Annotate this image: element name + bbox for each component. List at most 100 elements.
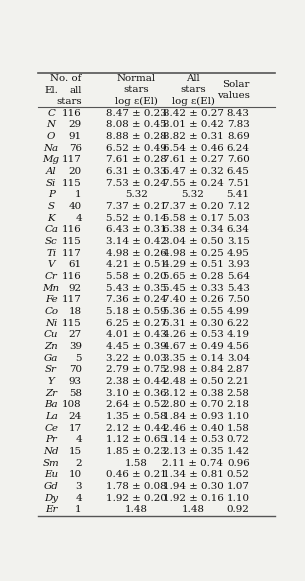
Text: 2.13 ± 0.35: 2.13 ± 0.35 (163, 447, 223, 456)
Text: 117: 117 (62, 155, 82, 164)
Text: 1.07: 1.07 (227, 482, 250, 491)
Text: Zr: Zr (45, 389, 57, 398)
Text: 5.58 ± 0.20: 5.58 ± 0.20 (106, 272, 167, 281)
Text: P: P (48, 191, 55, 199)
Text: V: V (48, 260, 55, 270)
Text: 4.99: 4.99 (227, 307, 250, 316)
Text: 1.34 ± 0.81: 1.34 ± 0.81 (163, 471, 223, 479)
Text: 7.51: 7.51 (227, 178, 250, 188)
Text: 1.14 ± 0.53: 1.14 ± 0.53 (163, 435, 223, 444)
Text: 5.41: 5.41 (227, 191, 250, 199)
Text: Pr: Pr (45, 435, 57, 444)
Text: 1.92 ± 0.20: 1.92 ± 0.20 (106, 494, 167, 503)
Text: 1.85 ± 0.23: 1.85 ± 0.23 (106, 447, 167, 456)
Text: 4.45 ± 0.39: 4.45 ± 0.39 (106, 342, 167, 351)
Text: 1.48: 1.48 (125, 505, 148, 514)
Text: El.: El. (44, 85, 58, 95)
Text: 1.42: 1.42 (227, 447, 250, 456)
Text: 5.43 ± 0.35: 5.43 ± 0.35 (106, 284, 167, 293)
Text: 115: 115 (62, 178, 82, 188)
Text: 1.78 ± 0.08: 1.78 ± 0.08 (106, 482, 167, 491)
Text: 0.96: 0.96 (227, 459, 250, 468)
Text: 1.92 ± 0.16: 1.92 ± 0.16 (163, 494, 223, 503)
Text: Fe: Fe (45, 295, 58, 304)
Text: Gd: Gd (44, 482, 59, 491)
Text: 27: 27 (69, 331, 82, 339)
Text: Dy: Dy (44, 494, 58, 503)
Text: Ni: Ni (45, 319, 57, 328)
Text: 5.65 ± 0.28: 5.65 ± 0.28 (163, 272, 223, 281)
Text: 29: 29 (69, 120, 82, 130)
Text: 6.34: 6.34 (227, 225, 250, 234)
Text: 4.01 ± 0.43: 4.01 ± 0.43 (106, 331, 167, 339)
Text: 1.48: 1.48 (181, 505, 204, 514)
Text: 5.03: 5.03 (227, 214, 250, 223)
Text: 3.12 ± 0.38: 3.12 ± 0.38 (163, 389, 223, 398)
Text: 3.93: 3.93 (227, 260, 250, 270)
Text: 5.18 ± 0.59: 5.18 ± 0.59 (106, 307, 167, 316)
Text: S: S (48, 202, 55, 211)
Text: 2.46 ± 0.40: 2.46 ± 0.40 (163, 424, 223, 433)
Text: 5.52 ± 0.14: 5.52 ± 0.14 (106, 214, 167, 223)
Text: 1.35 ± 0.58: 1.35 ± 0.58 (106, 412, 167, 421)
Text: 8.01 ± 0.42: 8.01 ± 0.42 (163, 120, 223, 130)
Text: 115: 115 (62, 237, 82, 246)
Text: 6.38 ± 0.34: 6.38 ± 0.34 (163, 225, 223, 234)
Text: 17: 17 (69, 424, 82, 433)
Text: 2.11 ± 0.74: 2.11 ± 0.74 (163, 459, 224, 468)
Text: 3.10 ± 0.36: 3.10 ± 0.36 (106, 389, 167, 398)
Text: 116: 116 (62, 109, 82, 117)
Text: Sc: Sc (45, 237, 58, 246)
Text: 116: 116 (62, 272, 82, 281)
Text: Cr: Cr (45, 272, 58, 281)
Text: Sr: Sr (45, 365, 57, 374)
Text: 2.79 ± 0.75: 2.79 ± 0.75 (106, 365, 167, 374)
Text: 0.52: 0.52 (227, 471, 250, 479)
Text: Si: Si (46, 178, 56, 188)
Text: 4.98 ± 0.25: 4.98 ± 0.25 (163, 249, 223, 258)
Text: 6.25 ± 0.27: 6.25 ± 0.27 (106, 319, 167, 328)
Text: 8.08 ± 0.45: 8.08 ± 0.45 (106, 120, 167, 130)
Text: 1.10: 1.10 (227, 494, 250, 503)
Text: Co: Co (44, 307, 58, 316)
Text: 116: 116 (62, 225, 82, 234)
Text: N: N (47, 120, 56, 130)
Text: 18: 18 (69, 307, 82, 316)
Text: 7.37 ± 0.21: 7.37 ± 0.21 (106, 202, 167, 211)
Text: 2.80 ± 0.70: 2.80 ± 0.70 (163, 400, 223, 410)
Text: 2.18: 2.18 (227, 400, 250, 410)
Text: 1.84 ± 0.93: 1.84 ± 0.93 (163, 412, 223, 421)
Text: 5: 5 (75, 354, 82, 363)
Text: C: C (47, 109, 55, 117)
Text: 5.32: 5.32 (125, 191, 148, 199)
Text: 1.58: 1.58 (125, 459, 148, 468)
Text: 6.31 ± 0.30: 6.31 ± 0.30 (163, 319, 223, 328)
Text: 0.72: 0.72 (227, 435, 250, 444)
Text: 61: 61 (69, 260, 82, 270)
Text: 5.32: 5.32 (181, 191, 204, 199)
Text: 7.61 ± 0.28: 7.61 ± 0.28 (106, 155, 167, 164)
Text: 7.50: 7.50 (227, 295, 250, 304)
Text: 6.52 ± 0.49: 6.52 ± 0.49 (106, 144, 167, 153)
Text: 6.54 ± 0.46: 6.54 ± 0.46 (163, 144, 223, 153)
Text: 5.43: 5.43 (227, 284, 250, 293)
Text: 117: 117 (62, 249, 82, 258)
Text: 4.95: 4.95 (227, 249, 250, 258)
Text: 4.98 ± 0.26: 4.98 ± 0.26 (106, 249, 167, 258)
Text: 7.60: 7.60 (227, 155, 250, 164)
Text: Ga: Ga (44, 354, 58, 363)
Text: 8.43: 8.43 (227, 109, 250, 117)
Text: 5.36 ± 0.55: 5.36 ± 0.55 (163, 307, 223, 316)
Text: Zn: Zn (44, 342, 58, 351)
Text: 1: 1 (75, 505, 82, 514)
Text: 2.12 ± 0.44: 2.12 ± 0.44 (106, 424, 167, 433)
Text: O: O (47, 132, 55, 141)
Text: 5.64: 5.64 (227, 272, 250, 281)
Text: 4: 4 (75, 435, 82, 444)
Text: Sm: Sm (43, 459, 59, 468)
Text: 58: 58 (69, 389, 82, 398)
Text: Ba: Ba (44, 400, 58, 410)
Text: Y: Y (48, 377, 55, 386)
Text: 1.12 ± 0.65: 1.12 ± 0.65 (106, 435, 167, 444)
Text: 3.35 ± 0.14: 3.35 ± 0.14 (163, 354, 223, 363)
